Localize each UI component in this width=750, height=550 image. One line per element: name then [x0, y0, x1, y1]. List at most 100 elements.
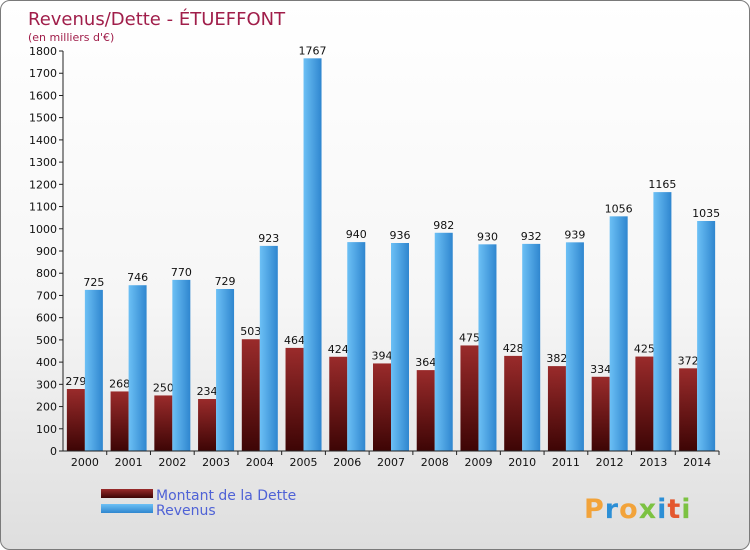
value-label-debt: 425 — [634, 343, 655, 356]
svg-text:Proxiti: Proxiti — [584, 494, 692, 525]
x-tick-label: 2013 — [639, 456, 667, 469]
y-tick-label: 1800 — [29, 45, 57, 58]
value-label-revenus: 939 — [564, 228, 585, 241]
value-label-debt: 234 — [197, 385, 218, 398]
bar-debt — [110, 391, 129, 451]
x-tick-label: 2004 — [246, 456, 274, 469]
legend-label-debt: Montant de la Dette — [156, 488, 296, 504]
x-tick-label: 2011 — [552, 456, 580, 469]
chart-title: Revenus/Dette - ÉTUEFFONT — [28, 8, 286, 30]
bar-revenus — [478, 244, 497, 451]
value-label-revenus: 1035 — [692, 207, 720, 220]
value-label-revenus: 746 — [127, 271, 148, 284]
value-label-revenus: 770 — [171, 266, 192, 279]
value-label-revenus: 932 — [521, 230, 542, 243]
y-tick-label: 1100 — [29, 201, 57, 214]
bar-debt — [504, 355, 523, 451]
bar-debt — [241, 339, 260, 451]
bar-revenus — [303, 58, 322, 451]
value-label-revenus: 982 — [433, 219, 454, 232]
bars-group: 279 725 268 746 250 770 234 729 503 923 464 1767 424… — [65, 44, 720, 451]
x-tick-label: 2010 — [508, 456, 536, 469]
bar-revenus — [565, 242, 584, 451]
value-label-debt: 428 — [503, 342, 524, 355]
value-label-revenus: 936 — [390, 229, 411, 242]
x-tick-label: 2012 — [596, 456, 624, 469]
bar-debt — [66, 389, 85, 451]
y-tick-label: 1300 — [29, 156, 57, 169]
bar-revenus — [653, 192, 672, 451]
y-tick-label: 900 — [36, 245, 57, 258]
value-label-debt: 372 — [678, 354, 699, 367]
bar-revenus — [609, 216, 628, 451]
x-tick-label: 2007 — [377, 456, 405, 469]
proxiti-logo: Proxiti — [584, 494, 692, 525]
value-label-debt: 364 — [415, 356, 436, 369]
y-tick-label: 100 — [36, 423, 57, 436]
value-label-revenus: 1056 — [605, 202, 633, 215]
x-tick-label: 2003 — [202, 456, 230, 469]
bar-revenus — [434, 232, 453, 451]
y-tick-label: 0 — [50, 445, 57, 458]
x-tick-label: 2001 — [115, 456, 143, 469]
bar-revenus — [391, 243, 409, 451]
y-tick-label: 400 — [36, 356, 57, 369]
bar-revenus — [697, 221, 716, 451]
bar-debt — [547, 366, 566, 451]
value-label-revenus: 940 — [346, 228, 367, 241]
bar-revenus — [172, 279, 191, 451]
bar-debt — [373, 363, 391, 451]
bar-revenus — [347, 242, 366, 451]
chart-subtitle: (en milliers d'€) — [28, 31, 114, 44]
value-label-revenus: 729 — [215, 275, 236, 288]
bar-debt — [329, 356, 348, 451]
legend-label-revenus: Revenus — [156, 503, 216, 519]
x-tick-label: 2005 — [290, 456, 318, 469]
value-label-debt: 250 — [153, 381, 174, 394]
bar-debt — [679, 368, 698, 451]
value-label-revenus: 725 — [83, 276, 104, 289]
y-axis: 0 100 200 300 400 500 600 700 800 900 1000 1100 1200… — [29, 45, 64, 458]
bar-revenus — [522, 243, 541, 451]
bar-debt — [198, 399, 217, 451]
y-tick-label: 1200 — [29, 178, 57, 191]
x-tick-label: 2000 — [71, 456, 99, 469]
value-label-debt: 475 — [459, 331, 480, 344]
bar-debt — [416, 370, 435, 451]
y-tick-label: 1000 — [29, 223, 57, 236]
bar-revenus — [84, 289, 103, 451]
bar-revenus — [259, 245, 278, 451]
value-label-debt: 268 — [109, 377, 130, 390]
value-label-revenus: 1767 — [299, 44, 327, 57]
value-label-revenus: 923 — [258, 232, 279, 245]
value-label-debt: 464 — [284, 334, 305, 347]
y-tick-label: 700 — [36, 289, 57, 302]
bar-debt — [635, 356, 654, 451]
y-tick-label: 1400 — [29, 134, 57, 147]
bar-debt — [591, 376, 610, 451]
y-tick-label: 1700 — [29, 67, 57, 80]
y-tick-label: 1500 — [29, 112, 57, 125]
y-tick-label: 600 — [36, 312, 57, 325]
y-tick-label: 500 — [36, 334, 57, 347]
value-label-debt: 382 — [546, 352, 567, 365]
x-tick-label: 2002 — [158, 456, 186, 469]
value-label-debt: 503 — [240, 325, 261, 338]
x-tick-label: 2009 — [464, 456, 492, 469]
y-tick-label: 1600 — [29, 89, 57, 102]
value-label-debt: 424 — [328, 343, 349, 356]
x-tick-label: 2008 — [421, 456, 449, 469]
bar-debt — [285, 347, 304, 451]
bar-revenus — [216, 289, 235, 451]
value-label-revenus: 930 — [477, 230, 498, 243]
value-label-debt: 394 — [372, 349, 393, 362]
value-label-revenus: 1165 — [648, 178, 676, 191]
x-tick-label: 2006 — [333, 456, 361, 469]
x-tick-label: 2014 — [683, 456, 711, 469]
y-tick-label: 200 — [36, 401, 57, 414]
bar-debt — [154, 395, 173, 451]
bar-debt — [460, 345, 479, 451]
value-label-debt: 279 — [65, 375, 86, 388]
